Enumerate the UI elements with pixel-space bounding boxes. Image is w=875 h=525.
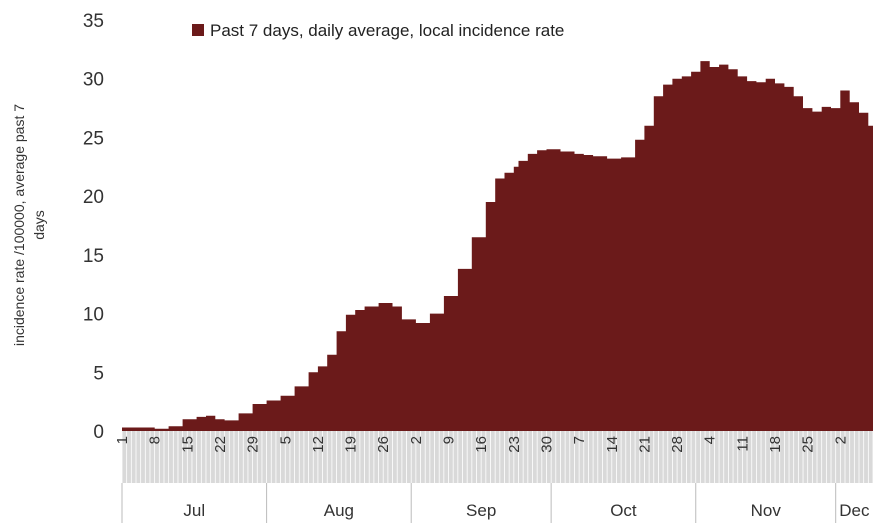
date-tick-label: 15 — [179, 436, 196, 453]
date-tick-label: 18 — [767, 436, 784, 453]
date-tick-label: 28 — [669, 436, 686, 453]
y-tick-label: 15 — [83, 246, 104, 267]
legend: Past 7 days, daily average, local incide… — [192, 21, 564, 40]
date-tick-label: 23 — [506, 436, 523, 453]
y-tick-label: 5 — [93, 363, 104, 384]
legend-label: Past 7 days, daily average, local incide… — [210, 21, 564, 40]
legend-swatch — [192, 24, 204, 36]
month-label: Dec — [839, 501, 870, 520]
date-tick-label: 29 — [245, 436, 262, 453]
date-tick-label: 22 — [212, 436, 229, 453]
date-tick-label: 2 — [408, 436, 425, 444]
month-label: Nov — [751, 501, 782, 520]
month-label: Jul — [183, 501, 205, 520]
y-axis-title: incidence rate /100000, average past 7 da… — [11, 104, 47, 346]
month-labels: Jul Aug Sep Oct Nov Dec — [183, 501, 870, 520]
y-axis-ticks: 0 5 10 15 20 25 30 35 — [83, 11, 104, 443]
date-band-background — [122, 431, 873, 483]
y-tick-label: 10 — [83, 305, 104, 326]
date-tick-label: 11 — [734, 436, 751, 452]
date-tick-label: 7 — [571, 436, 588, 444]
date-tick-label: 14 — [604, 436, 621, 453]
incidence-area — [122, 61, 873, 431]
y-tick-label: 0 — [93, 422, 104, 443]
month-label: Sep — [466, 501, 496, 520]
date-tick-label: 25 — [800, 436, 817, 453]
date-tick-label: 21 — [636, 436, 653, 453]
date-tick-label: 19 — [343, 436, 360, 453]
y-tick-label: 25 — [83, 128, 104, 149]
y-tick-label: 35 — [83, 11, 104, 32]
month-label: Oct — [610, 501, 637, 520]
y-axis-title-line: incidence rate /100000, average past 7 — [11, 104, 27, 346]
date-tick-label: 26 — [375, 436, 392, 453]
date-axis-band — [121, 431, 874, 523]
date-tick-label: 16 — [473, 436, 490, 453]
date-tick-label: 4 — [702, 436, 719, 444]
date-tick-labels: 1 8 15 22 29 5 12 19 26 2 9 16 23 30 7 14 21 28 4 11 18 25 2 — [114, 436, 849, 453]
date-tick-label: 1 — [114, 436, 131, 444]
month-label: Aug — [324, 501, 354, 520]
date-tick-label: 5 — [277, 436, 294, 444]
date-tick-label: 30 — [539, 436, 556, 453]
date-tick-label: 12 — [310, 436, 327, 453]
y-tick-label: 20 — [83, 187, 104, 208]
date-tick-label: 9 — [441, 436, 458, 444]
y-axis-title-line: days — [31, 210, 47, 240]
date-tick-label: 2 — [832, 436, 849, 444]
date-tick-label: 8 — [147, 436, 164, 444]
y-tick-label: 30 — [83, 70, 104, 91]
